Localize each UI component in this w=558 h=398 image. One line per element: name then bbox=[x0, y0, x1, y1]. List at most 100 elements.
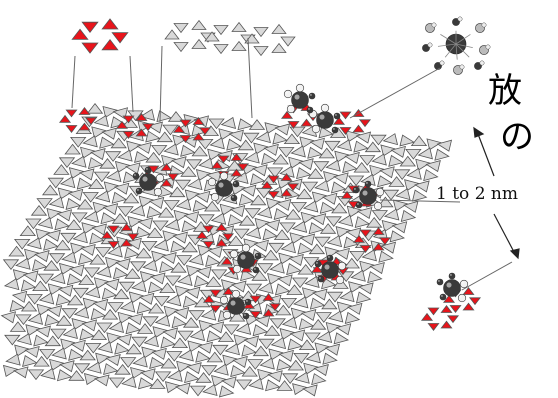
sheet-tetrahedron bbox=[403, 200, 419, 213]
atom-body bbox=[337, 261, 347, 271]
sheet-tetrahedron bbox=[150, 272, 166, 285]
sheet-tetrahedron bbox=[276, 358, 292, 371]
ring-tetrahedron bbox=[65, 109, 78, 118]
sheet-tetrahedron bbox=[146, 205, 162, 219]
sheet-tetrahedron bbox=[319, 223, 337, 234]
sheet-tetrahedron bbox=[336, 139, 352, 152]
sheet-tetrahedron bbox=[210, 269, 228, 281]
atom-highlight bbox=[337, 277, 340, 280]
sheet-tetrahedron bbox=[116, 333, 132, 346]
atom-small-dark bbox=[317, 275, 325, 283]
sheet-tetrahedron bbox=[319, 201, 336, 214]
ring-tetrahedron bbox=[462, 287, 475, 295]
ring-tetrahedron bbox=[222, 287, 235, 295]
sheet-tetrahedron bbox=[293, 296, 309, 309]
atom-body bbox=[144, 166, 152, 174]
sheet-tetrahedron bbox=[286, 284, 303, 295]
sheet-tetrahedron bbox=[410, 135, 428, 147]
sheet-tetrahedron bbox=[169, 186, 186, 198]
atom-large bbox=[291, 91, 309, 109]
atom-body bbox=[448, 272, 456, 280]
detail-red-tetrahedron bbox=[101, 18, 119, 30]
sheet-tetrahedron bbox=[89, 253, 106, 265]
sheet-tetrahedron bbox=[291, 220, 308, 233]
sheet-tetrahedron bbox=[85, 342, 102, 354]
sheet-tetrahedron bbox=[149, 356, 165, 369]
atom-body bbox=[237, 251, 255, 269]
atom-highlight bbox=[375, 203, 378, 206]
sheet-tetrahedron bbox=[131, 280, 147, 293]
sheet-tetrahedron bbox=[24, 345, 40, 358]
sheet-tetrahedron bbox=[228, 310, 246, 322]
cluster-bond bbox=[455, 43, 470, 58]
sheet-tetrahedron bbox=[163, 305, 180, 318]
sheet-tetrahedron bbox=[279, 222, 296, 234]
sheet-tetrahedron bbox=[240, 269, 256, 282]
sheet-tetrahedron bbox=[175, 382, 191, 395]
ring-tetrahedron bbox=[310, 264, 324, 273]
atom-highlight bbox=[254, 268, 256, 270]
atom-highlight bbox=[288, 106, 291, 109]
sheet-tetrahedron bbox=[205, 254, 221, 267]
sheet-tetrahedron bbox=[48, 196, 65, 209]
atom-highlight bbox=[354, 188, 356, 190]
sheet-tetrahedron bbox=[54, 239, 71, 251]
sheet-tetrahedron bbox=[347, 175, 365, 187]
sheet-tetrahedron bbox=[308, 222, 324, 235]
sheet-tetrahedron bbox=[293, 352, 310, 364]
sheet-tetrahedron bbox=[311, 191, 328, 204]
sheet-tetrahedron bbox=[113, 182, 130, 195]
sheet-tetrahedron bbox=[325, 216, 342, 227]
sheet-tetrahedron bbox=[426, 138, 442, 151]
atom-small bbox=[219, 295, 229, 305]
atom-highlight bbox=[377, 189, 380, 192]
sheet-tetrahedron bbox=[105, 256, 121, 269]
sheet-tetrahedron bbox=[233, 334, 249, 347]
atom-highlight bbox=[244, 314, 246, 316]
sheet-tetrahedron bbox=[283, 133, 301, 145]
sheet-tetrahedron bbox=[189, 385, 207, 397]
sheet-tetrahedron bbox=[280, 297, 298, 309]
sheet-tetrahedron bbox=[309, 318, 327, 330]
sheet-tetrahedron bbox=[302, 200, 319, 213]
sheet-tetrahedron bbox=[252, 345, 270, 357]
sheet-tetrahedron bbox=[280, 241, 296, 254]
sheet-tetrahedron bbox=[50, 271, 66, 285]
sheet-tetrahedron bbox=[251, 270, 268, 281]
sheet-tetrahedron bbox=[3, 278, 20, 291]
sheet-tetrahedron bbox=[264, 219, 281, 232]
scale-label: 1 to 2 nm bbox=[436, 184, 518, 204]
sheet-tetrahedron bbox=[333, 332, 349, 345]
sheet-tetrahedron bbox=[270, 337, 287, 350]
sheet-tetrahedron bbox=[343, 236, 359, 249]
cluster-bond bbox=[455, 34, 471, 45]
sheet-tetrahedron bbox=[90, 329, 108, 340]
atom-small-dark bbox=[308, 92, 316, 100]
sheet-tetrahedron bbox=[181, 220, 197, 233]
sheet-tetrahedron bbox=[153, 239, 169, 252]
sheet-tetrahedron bbox=[22, 354, 38, 367]
sheet-tetrahedron bbox=[91, 126, 107, 139]
sheet-tetrahedron bbox=[252, 164, 268, 177]
detail-red-tetrahedron bbox=[111, 32, 129, 44]
sheet-tetrahedron bbox=[180, 166, 197, 177]
sheet-tetrahedron bbox=[198, 319, 214, 333]
atom-highlight bbox=[294, 94, 300, 100]
sheet-tetrahedron bbox=[272, 132, 288, 145]
sheet-tetrahedron bbox=[173, 209, 189, 222]
sheet-tetrahedron bbox=[9, 299, 25, 312]
sheet-tetrahedron bbox=[118, 281, 136, 293]
sheet-tetrahedron bbox=[188, 310, 205, 321]
sheet-tetrahedron bbox=[349, 250, 366, 262]
sheet-tetrahedron bbox=[37, 216, 53, 229]
sheet-tetrahedron bbox=[92, 201, 108, 214]
sheet-tetrahedron bbox=[111, 213, 129, 224]
sheet-tetrahedron bbox=[353, 161, 370, 173]
sheet-tetrahedron bbox=[392, 199, 409, 212]
ring-tetrahedron bbox=[280, 110, 294, 119]
sheet-tetrahedron bbox=[178, 349, 194, 362]
sheet-tetrahedron bbox=[218, 385, 235, 398]
sheet-tetrahedron bbox=[207, 148, 223, 161]
sheet-tetrahedron bbox=[343, 257, 361, 269]
atom-body bbox=[359, 187, 377, 205]
